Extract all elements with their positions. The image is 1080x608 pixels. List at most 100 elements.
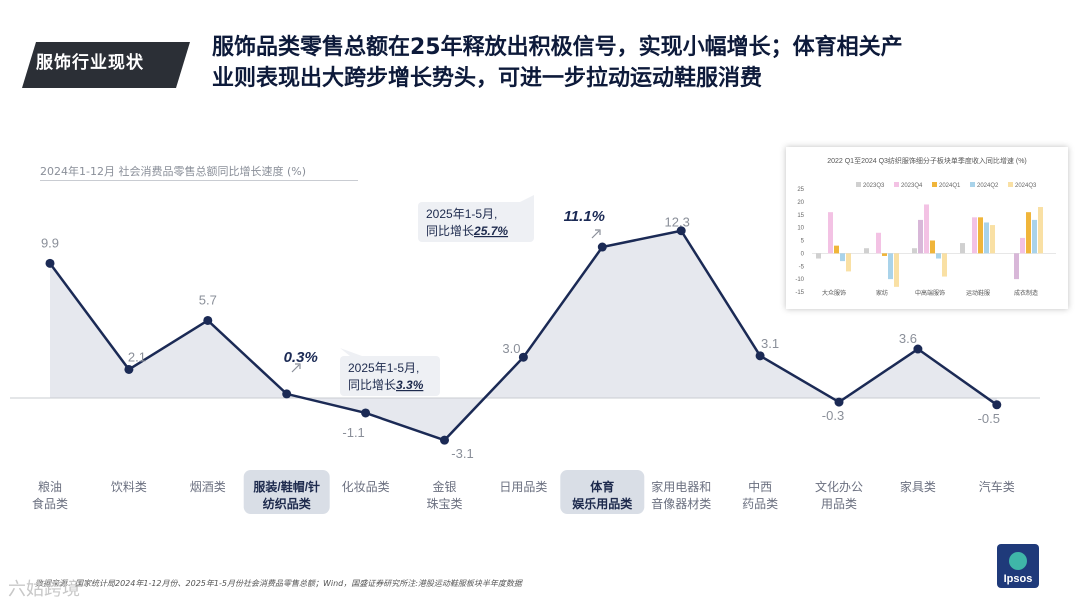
- y-tick-label: -5: [799, 264, 805, 270]
- category-label: 粮油: [38, 479, 62, 494]
- headline-line-2: 业则表现出大跨步增长势头，可进一步拉动运动鞋服消费: [212, 66, 763, 91]
- y-tick-label: 10: [797, 226, 804, 232]
- section-tag-shape: [22, 42, 190, 88]
- callout-line-1: 2025年1-5月,: [348, 361, 419, 375]
- inset-bar: [930, 240, 935, 254]
- category-label: 纺织品类: [263, 496, 312, 511]
- category-label: 化妆品类: [342, 480, 390, 494]
- arrow-icon: [295, 363, 301, 369]
- legend-label: 2024Q1: [939, 183, 961, 189]
- data-point: [361, 408, 371, 418]
- category-label: 食品类: [32, 496, 68, 511]
- callout-bubble: [340, 356, 440, 396]
- inset-bar: [834, 245, 839, 254]
- inset-title: 2022 Q1至2024 Q3纺织服饰细分子板块单季度收入同比增速 (%): [827, 156, 1027, 165]
- watermark: 六姑跨境: [8, 579, 80, 600]
- main-chart-title: 2024年1-12月 社会消费品零售总额同比增长速度 (%): [40, 165, 306, 178]
- inset-bar: [846, 253, 851, 272]
- callout-line-2: 同比增长25.7%: [426, 224, 508, 238]
- data-point: [45, 258, 55, 268]
- inset-bar-chart: 2022 Q1至2024 Q3纺织服饰细分子板块单季度收入同比增速 (%)202…: [795, 156, 1056, 297]
- data-label: -0.5: [978, 411, 1000, 426]
- inset-bar: [876, 232, 881, 254]
- arrow-icon: [291, 364, 300, 373]
- y-tick-label: 0: [801, 251, 805, 257]
- callout-tail: [340, 348, 362, 356]
- inset-bar: [942, 253, 947, 277]
- y-tick-label: 20: [797, 200, 804, 206]
- inset-bar: [864, 248, 869, 254]
- inset-bar: [1020, 237, 1025, 254]
- inset-bar: [828, 212, 833, 254]
- data-label: 2.1: [128, 349, 146, 364]
- chart-area-fill: [50, 230, 997, 441]
- data-label: -1.1: [342, 425, 364, 440]
- inset-bar: [960, 243, 965, 254]
- category-label: 家用电器和: [651, 479, 711, 494]
- y-tick-label: 5: [801, 239, 805, 245]
- category-label: 用品类: [821, 497, 857, 511]
- inset-bar: [894, 253, 899, 287]
- data-label: 3.6: [899, 331, 917, 346]
- legend-swatch: [894, 182, 899, 187]
- category-label: 汽车类: [979, 479, 1015, 494]
- category-highlight: [243, 470, 330, 514]
- data-label: 9.9: [41, 235, 59, 250]
- legend-label: 2024Q2: [977, 183, 999, 189]
- data-point: [755, 351, 765, 361]
- data-point: [124, 364, 134, 374]
- legend-label: 2024Q3: [1015, 183, 1037, 189]
- inset-bar: [816, 253, 821, 259]
- inset-bar: [1038, 207, 1043, 254]
- category-label: 体育: [590, 479, 614, 494]
- category-label: 中西: [748, 479, 772, 494]
- callout-line-1: 2025年1-5月,: [426, 207, 497, 221]
- data-point: [282, 389, 292, 399]
- inset-category-label: 大众服饰: [822, 289, 846, 297]
- inset-bar: [936, 253, 941, 259]
- callout-value: 3.3%: [396, 378, 424, 392]
- category-label: 娱乐用品类: [572, 496, 633, 511]
- data-point: [913, 344, 923, 354]
- data-label: -0.3: [822, 408, 844, 423]
- page-headline: 服饰品类零售总额在25年释放出积极信号，实现小幅增长；体育相关产 业则表现出大跨…: [212, 32, 1062, 94]
- data-point: [518, 352, 528, 362]
- arrow-icon: [595, 229, 601, 235]
- category-label: 药品类: [742, 497, 778, 511]
- legend-swatch: [932, 182, 937, 187]
- category-label: 珠宝类: [426, 497, 462, 511]
- category-label: 音像器材类: [651, 496, 711, 511]
- inset-bar: [1032, 219, 1037, 254]
- callout-value: 25.7%: [473, 224, 508, 238]
- main-area-chart: 9.9 2.1 5.7 0.3% -1.1 -3.1 3.0 11.1% 12.3 3.1 -0.3…: [10, 195, 1040, 514]
- y-tick-label: -15: [795, 290, 804, 296]
- inset-bar: [840, 253, 845, 262]
- category-label: 饮料类: [111, 480, 147, 494]
- inset-bar: [1014, 253, 1019, 280]
- data-label: 11.1%: [564, 208, 605, 225]
- legend-swatch: [856, 182, 861, 187]
- legend-swatch: [1008, 182, 1013, 187]
- inset-bar: [984, 222, 989, 254]
- data-label: 5.7: [199, 292, 217, 307]
- data-label: 0.3%: [284, 349, 318, 366]
- inset-chart-card: 2022 Q1至2024 Q3纺织服饰细分子板块单季度收入同比增速 (%) 202…: [786, 147, 1068, 309]
- callout-tail: [520, 195, 534, 212]
- inset-bar: [882, 253, 887, 256]
- legend-label: 2023Q4: [901, 183, 923, 189]
- data-label: 3.0: [502, 341, 520, 356]
- y-tick-label: 25: [797, 187, 804, 193]
- inset-bar: [912, 248, 917, 254]
- data-label: 12.3: [665, 215, 690, 230]
- inset-bar: [978, 217, 983, 254]
- category-label: 日用品类: [499, 480, 547, 494]
- inset-bar: [972, 217, 977, 254]
- legend-label: 2023Q3: [863, 183, 885, 189]
- arrow-icon: [591, 230, 600, 239]
- y-tick-label: -10: [795, 277, 804, 283]
- source-footnote: 数据来源：国家统计局2024年1-12月份、2025年1-5月份社会消费品零售总…: [35, 579, 522, 588]
- data-point: [203, 315, 213, 325]
- data-point: [992, 400, 1002, 410]
- inset-bar: [888, 253, 893, 280]
- category-label: 金银: [432, 479, 456, 494]
